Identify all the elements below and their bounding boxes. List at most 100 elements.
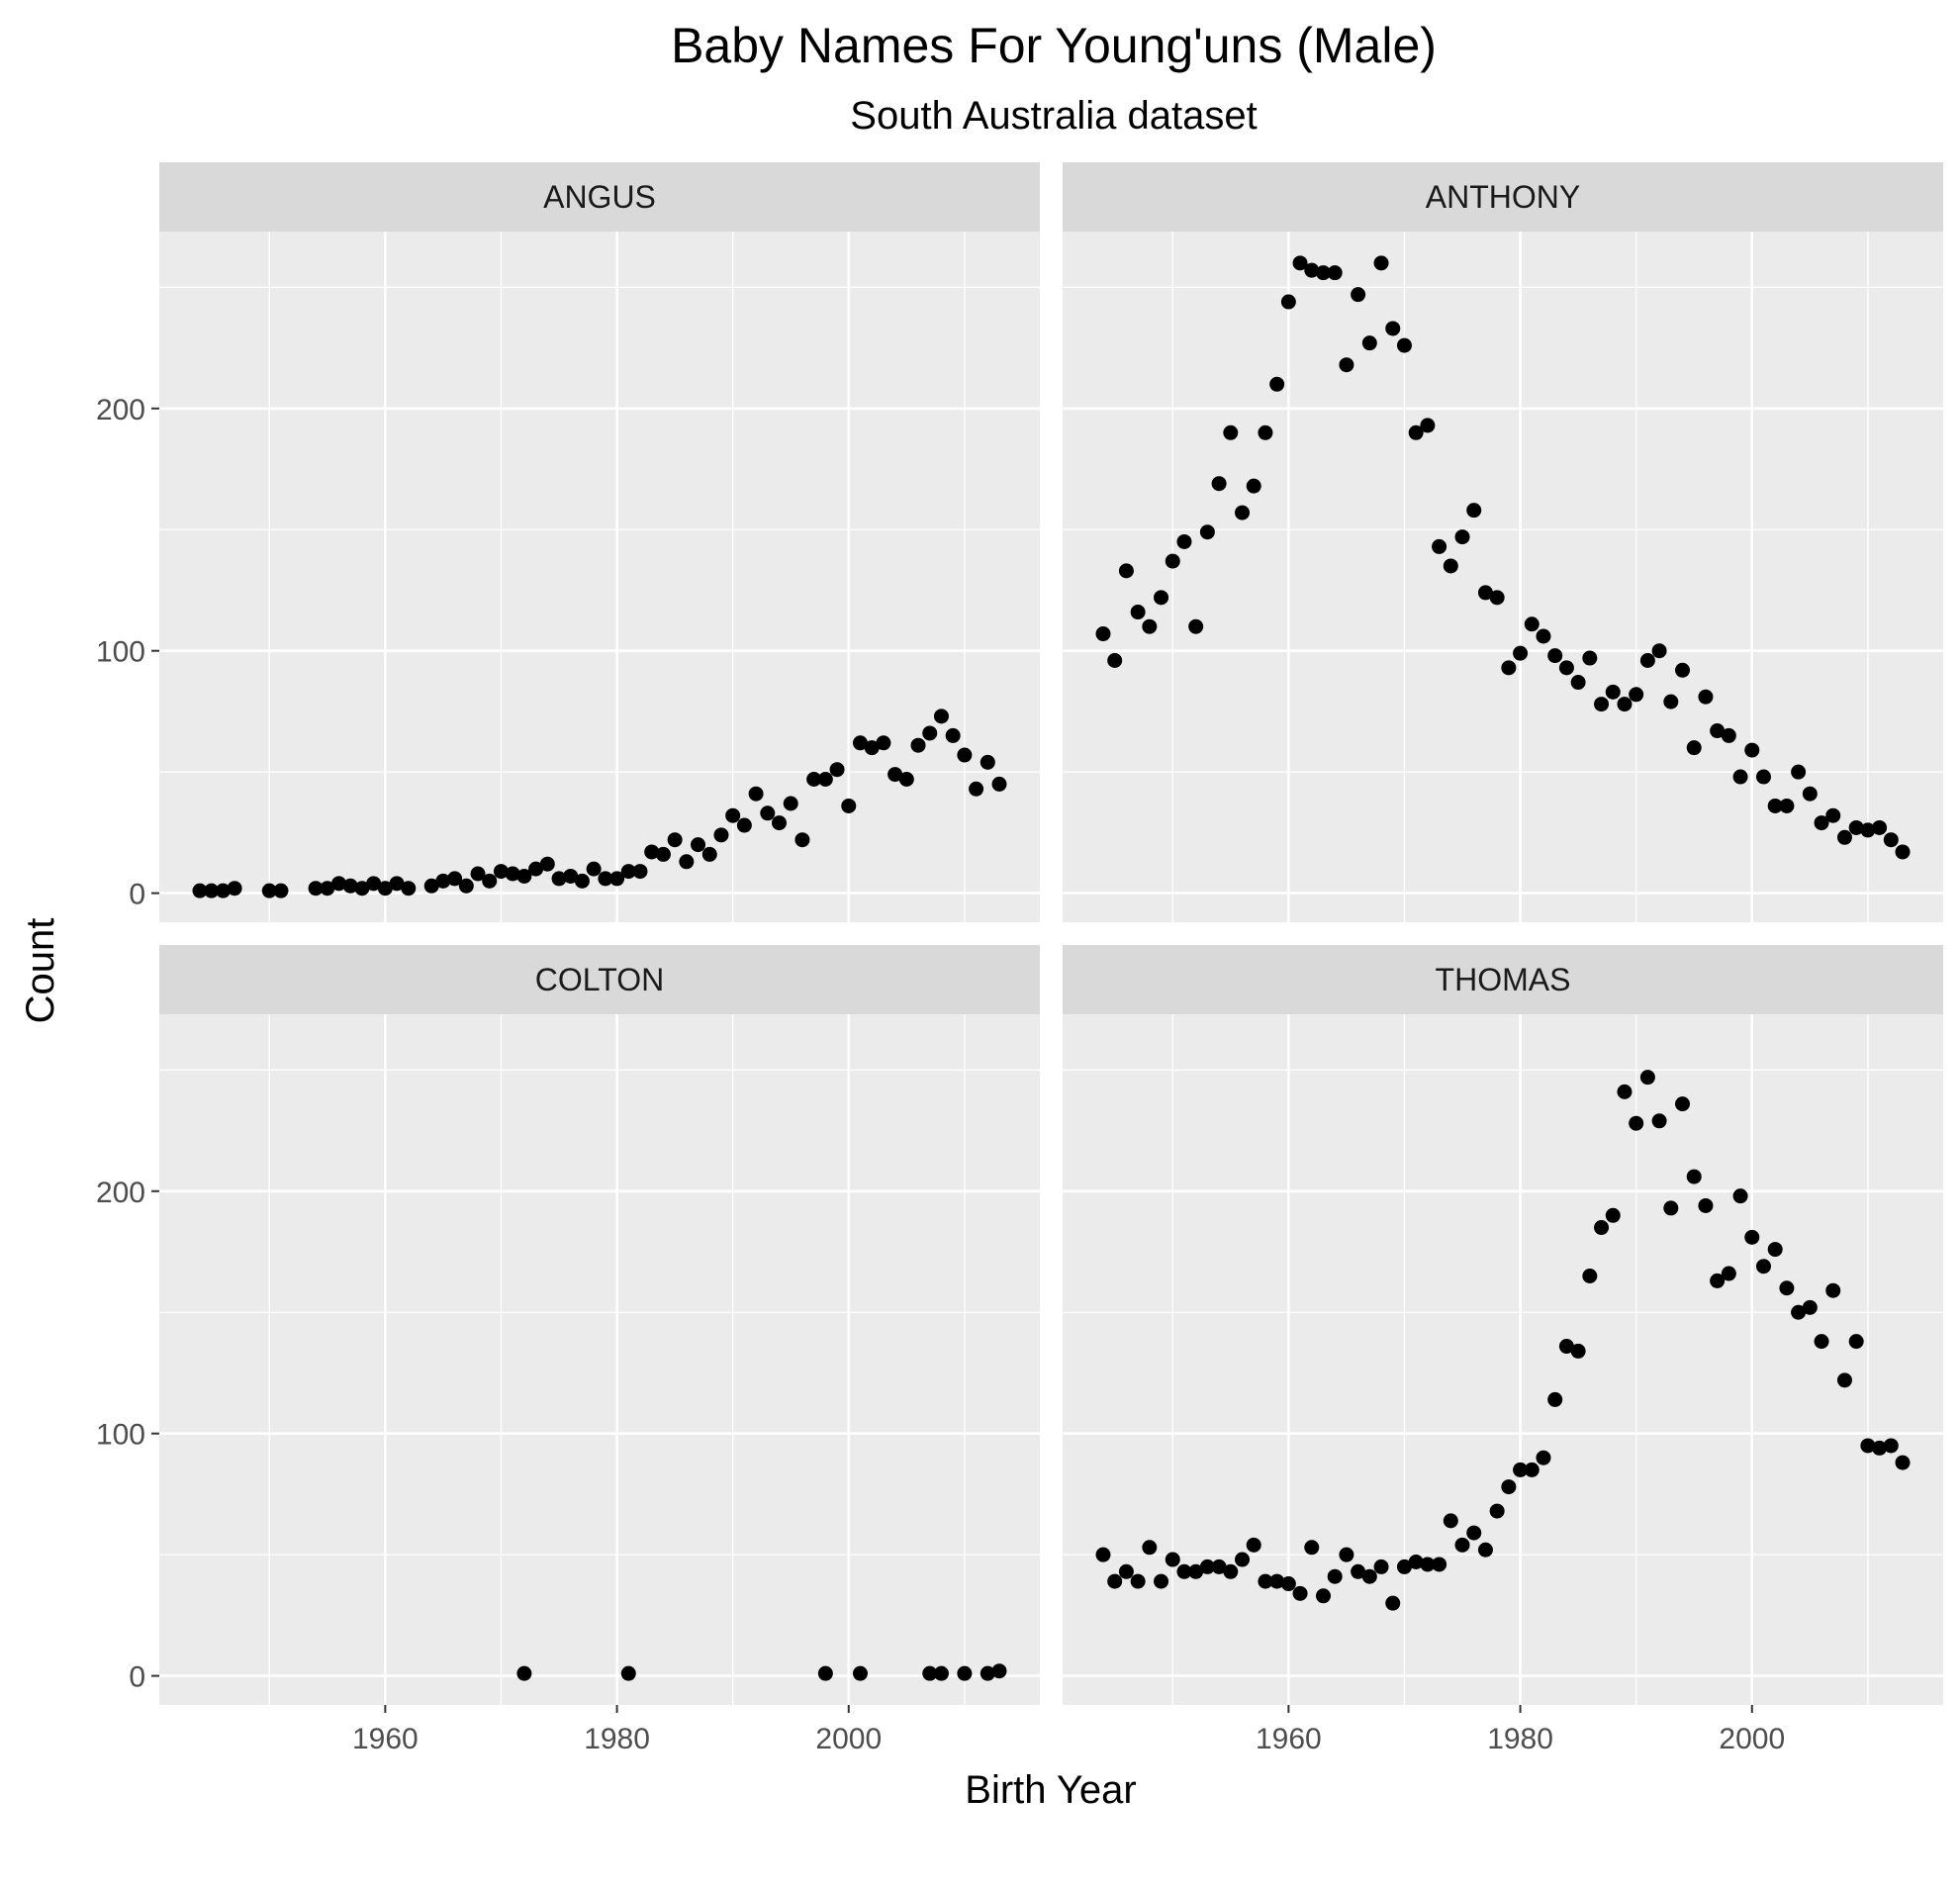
data-point [1558, 1339, 1574, 1355]
data-point [1629, 1115, 1644, 1131]
data-point [1443, 558, 1458, 574]
data-point [1524, 616, 1540, 632]
data-point [1396, 337, 1412, 353]
data-point [1825, 1282, 1841, 1298]
data-point [1361, 1568, 1377, 1584]
data-point [1420, 1557, 1436, 1572]
facet-panel-colton: COLTON 0 100 200 1960 1980 2000 [96, 945, 1040, 1755]
data-point [1872, 1440, 1888, 1456]
data-point [1721, 1266, 1736, 1281]
data-point [1732, 769, 1748, 785]
data-point [1547, 1391, 1563, 1407]
data-point [1269, 1573, 1285, 1589]
data-point [1639, 1070, 1655, 1086]
data-point [1883, 1438, 1899, 1454]
data-point [620, 864, 636, 880]
data-point [1258, 425, 1273, 440]
data-point [1698, 689, 1714, 705]
data-point [1513, 1462, 1529, 1477]
data-point [574, 873, 590, 889]
data-point [655, 846, 671, 862]
data-point [1199, 1558, 1215, 1574]
data-point [505, 866, 520, 882]
x-tick-label: 2000 [1719, 1723, 1785, 1755]
data-point [1558, 660, 1574, 676]
data-point [1872, 819, 1888, 835]
facet-strip [1063, 945, 1943, 1014]
data-point [1223, 425, 1239, 440]
facet-strip [1063, 162, 1943, 232]
data-point [1408, 425, 1424, 440]
data-point [1385, 321, 1401, 336]
y-tick-label: 200 [96, 394, 145, 426]
data-point [331, 876, 347, 892]
data-point [1779, 1280, 1795, 1296]
data-point [563, 868, 579, 884]
data-point [852, 735, 868, 751]
data-point [829, 762, 845, 778]
data-point [1582, 650, 1598, 666]
data-point [1118, 563, 1134, 579]
data-point [887, 767, 903, 783]
data-point [435, 873, 451, 889]
data-point [482, 873, 498, 889]
data-point [1269, 376, 1285, 392]
data-point [1802, 1299, 1818, 1315]
data-point [1570, 1343, 1586, 1359]
data-point [342, 878, 358, 894]
data-point [1570, 675, 1586, 691]
data-point [852, 1665, 868, 1681]
data-point [933, 1665, 949, 1681]
y-tick-label: 100 [96, 1419, 145, 1452]
data-point [1513, 645, 1529, 661]
facet-strip-label: ANGUS [543, 179, 656, 215]
data-point [864, 740, 880, 756]
data-point [1396, 1558, 1412, 1574]
x-tick-label: 1960 [1256, 1723, 1322, 1755]
data-point [586, 861, 602, 877]
panel-background [1063, 1014, 1943, 1705]
data-point [1489, 590, 1505, 606]
data-point [1651, 643, 1667, 659]
data-point [876, 735, 891, 751]
data-point [1339, 1547, 1354, 1562]
facet-panel-anthony: ANTHONY [1063, 162, 1943, 922]
facet-strip-label: THOMAS [1436, 962, 1571, 997]
data-point [1351, 1563, 1366, 1579]
data-point [1130, 1573, 1146, 1589]
data-point [632, 864, 648, 880]
data-point [1895, 1455, 1911, 1470]
data-point [1767, 1242, 1783, 1258]
data-point [1675, 1096, 1691, 1112]
data-point [1211, 476, 1227, 492]
data-point [1639, 652, 1655, 668]
data-point [736, 817, 752, 833]
data-point [1686, 740, 1702, 756]
data-point [806, 772, 822, 788]
data-point [1721, 727, 1736, 743]
y-tick-label: 200 [96, 1177, 145, 1209]
facet-strip-label: ANTHONY [1426, 179, 1580, 215]
data-point [748, 786, 764, 802]
data-point [922, 725, 938, 741]
facet-panel-angus: ANGUS 0 100 200 [96, 162, 1040, 922]
panel-background [159, 1014, 1040, 1705]
data-point [1130, 605, 1146, 620]
data-point [1292, 1585, 1308, 1601]
data-point [1443, 1513, 1458, 1529]
data-point [1361, 335, 1377, 351]
data-point [644, 844, 660, 860]
data-point [1351, 287, 1366, 303]
data-point [423, 878, 439, 894]
data-point [760, 805, 776, 821]
facet-panels: ANGUS 0 100 200 ANTHONY COLTON 0 100 200 1960 1980… [96, 162, 1943, 1755]
data-point [957, 1665, 973, 1681]
data-point [516, 1665, 532, 1681]
data-point [1304, 1540, 1320, 1556]
data-point [1710, 1273, 1726, 1288]
data-point [1605, 1207, 1621, 1223]
data-point [1686, 1169, 1702, 1184]
data-point [1454, 529, 1470, 545]
data-point [945, 727, 961, 743]
